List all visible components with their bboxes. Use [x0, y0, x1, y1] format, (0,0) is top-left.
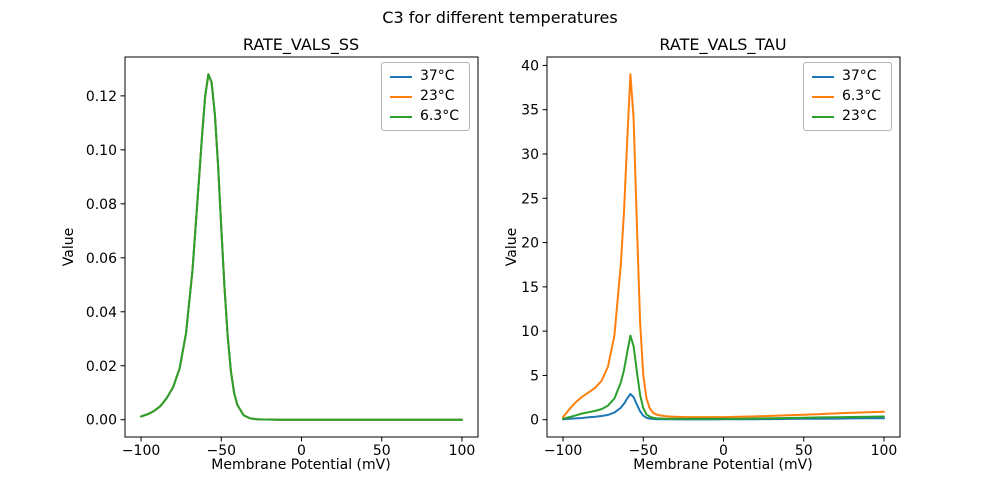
y-tick-label: 0.06 [86, 251, 117, 267]
y-tick-label: 10 [521, 324, 539, 340]
legend-line-swatch [811, 75, 834, 78]
x-tick-label: 0 [719, 443, 728, 459]
x-tick-label: 0 [297, 443, 306, 459]
legend-label: 23°C [841, 108, 877, 124]
x-tick-label: 50 [373, 443, 391, 459]
y-tick-label: 0.02 [86, 359, 117, 375]
x-tick-label: −100 [544, 443, 582, 459]
x-tick-label: 50 [795, 443, 813, 459]
y-tick-label: 0.04 [86, 305, 117, 321]
y-tick-label: 30 [521, 147, 539, 163]
y-tick-label: 20 [521, 236, 539, 252]
legend-left: 37°C 23°C 6.3°C [380, 62, 470, 131]
legend-label: 37°C [419, 68, 455, 84]
legend-item: 6.3°C [389, 108, 459, 124]
y-tick-label: 40 [521, 58, 539, 74]
subplot-left-title: RATE_VALS_SS [242, 35, 360, 54]
x-axis-label-left: Membrane Potential (mV) [211, 457, 391, 473]
x-tick-label: 100 [449, 443, 476, 459]
y-tick-label: 5 [530, 368, 539, 384]
legend-label: 37°C [841, 68, 877, 84]
series-line-6.3°C [140, 73, 463, 421]
legend-label: 6.3°C [419, 108, 459, 124]
legend-item: 23°C [389, 88, 459, 104]
x-axis-label-right: Membrane Potential (mV) [633, 457, 813, 473]
y-tick-label: 15 [521, 280, 539, 296]
x-tick-label: −100 [122, 443, 160, 459]
y-tick-label: 0.10 [86, 143, 117, 159]
y-tick-label: 0.08 [86, 197, 117, 213]
x-tick-label: 100 [871, 443, 898, 459]
figure-title: C3 for different temperatures [382, 8, 618, 27]
legend-line-swatch [811, 115, 834, 118]
legend-label: 23°C [419, 88, 455, 104]
legend-item: 37°C [389, 68, 459, 84]
y-tick-label: 25 [521, 191, 539, 207]
legend-line-swatch [389, 75, 412, 78]
y-tick-label: 0.12 [86, 89, 117, 105]
legend-right: 37°C 6.3°C 23°C [802, 62, 892, 131]
legend-line-swatch [389, 95, 412, 98]
legend-item: 37°C [811, 68, 881, 84]
legend-item: 23°C [811, 108, 881, 124]
series-line-37°C [562, 393, 885, 421]
x-tick-label: −50 [206, 443, 236, 459]
legend-line-swatch [811, 95, 834, 98]
y-axis-label-left: Value [61, 227, 77, 267]
y-axis-label-right: Value [504, 227, 520, 267]
y-tick-label: 0.00 [86, 413, 117, 429]
x-tick-label: −50 [628, 443, 658, 459]
y-tick-label: 35 [521, 103, 539, 119]
subplot-right-title: RATE_VALS_TAU [659, 35, 787, 54]
legend-label: 6.3°C [841, 88, 881, 104]
legend-line-swatch [389, 115, 412, 118]
series-line-6.3°C [562, 73, 885, 419]
y-tick-label: 0 [530, 413, 539, 429]
series-line-23°C [562, 334, 885, 420]
legend-item: 6.3°C [811, 88, 881, 104]
